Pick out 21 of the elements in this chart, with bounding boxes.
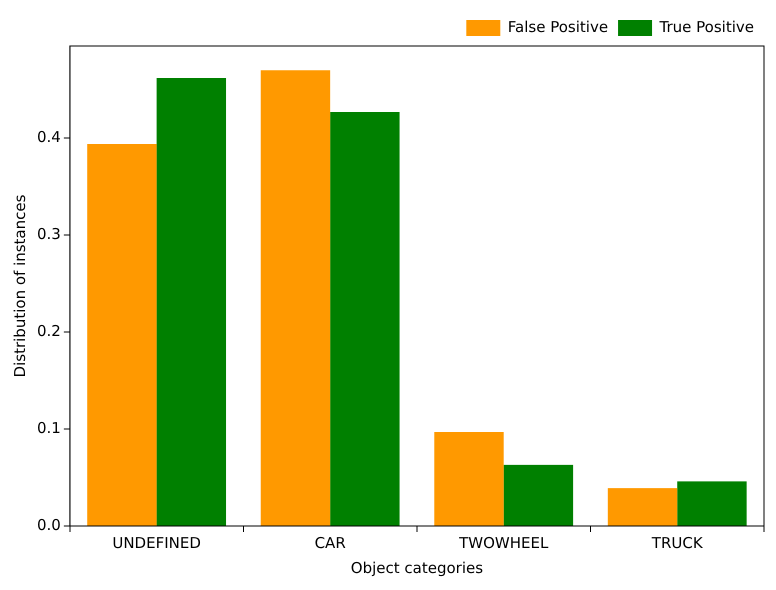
x-axis-title: Object categories xyxy=(350,558,484,577)
bar xyxy=(608,488,678,526)
x-tick-label: TWOWHEEL xyxy=(458,534,549,552)
bar xyxy=(260,70,330,526)
bar xyxy=(330,112,400,526)
legend-label: False Positive xyxy=(508,18,608,36)
y-axis-title: Distribution of instances xyxy=(10,194,29,378)
x-tick-label: TRUCK xyxy=(650,534,704,552)
bar xyxy=(156,78,226,526)
y-tick-label: 0.2 xyxy=(36,322,61,340)
bar xyxy=(504,464,574,526)
bar xyxy=(434,432,504,526)
x-tick-label: UNDEFINED xyxy=(112,534,201,552)
x-tick-label: CAR xyxy=(314,534,346,552)
bar xyxy=(87,144,157,526)
y-tick-label: 0.3 xyxy=(36,224,61,243)
y-tick-label: 0.1 xyxy=(36,418,61,437)
y-tick-label: 0.4 xyxy=(36,128,61,146)
y-tick-label: 0.0 xyxy=(36,516,61,534)
bar xyxy=(677,481,747,526)
legend-label: True Positive xyxy=(658,18,754,36)
